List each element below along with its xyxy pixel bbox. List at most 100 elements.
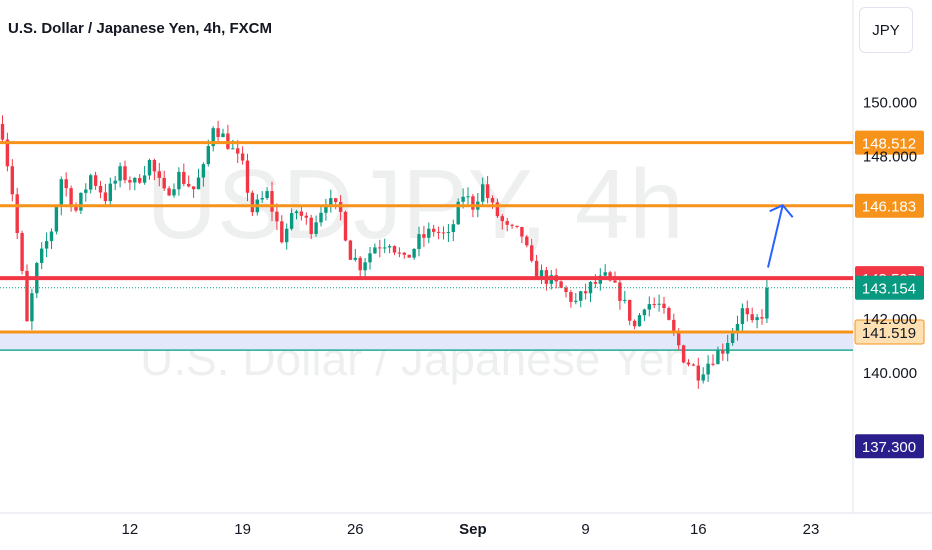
candle-body [363, 262, 367, 271]
price-tag-label: 137.300 [862, 439, 916, 456]
candle-body [245, 160, 250, 193]
candle-body [662, 303, 666, 309]
candle-body [172, 189, 176, 196]
candle-body [505, 221, 509, 225]
candle-body [152, 159, 157, 172]
candle-body [657, 303, 661, 305]
candle-body [25, 270, 29, 322]
candle-body [226, 133, 230, 149]
candle-body [534, 260, 539, 277]
candle-body [735, 323, 740, 333]
candle-body [417, 234, 421, 249]
currency-button[interactable]: JPY [859, 7, 913, 53]
candle-body [456, 201, 460, 225]
candle-body [93, 175, 98, 186]
candle-body [49, 231, 54, 242]
watermark-symbol: USDJPY, 4h [146, 149, 683, 259]
candle-body [530, 245, 534, 261]
candle-body [451, 224, 455, 233]
candle-body [593, 281, 598, 284]
candle-body [54, 206, 59, 232]
candle-body [79, 192, 83, 211]
candle-body [329, 198, 333, 207]
candle-body [236, 148, 240, 154]
candle-body [123, 166, 127, 181]
candle-body [84, 189, 88, 193]
x-tick-label: 16 [690, 521, 707, 538]
candle-body [309, 217, 313, 234]
candle-body [397, 252, 402, 254]
candle-body [167, 188, 171, 196]
price-tag-label: 143.154 [862, 281, 916, 298]
candle-body [59, 179, 63, 207]
candle-body [647, 304, 651, 310]
candle-body [30, 293, 34, 322]
candle-body [373, 247, 377, 254]
candle-body [525, 236, 529, 246]
candle-body [358, 257, 362, 271]
price-tag [855, 434, 924, 459]
x-tick-label: 9 [581, 521, 589, 538]
candle-body [574, 300, 578, 302]
candle-body [294, 211, 299, 214]
candle-body [138, 177, 142, 183]
candle-body [201, 164, 206, 178]
candle-body [632, 320, 637, 327]
candle-body [510, 224, 514, 226]
candle-body [348, 240, 353, 260]
candle-body [343, 211, 348, 241]
price-tag-label: 146.183 [862, 199, 916, 216]
chart-title: U.S. Dollar / Japanese Yen, 4h, FXCM [8, 20, 272, 37]
candle-body [270, 191, 274, 212]
candle-body [392, 246, 397, 253]
x-tick-label: 23 [803, 521, 820, 538]
price-tag [855, 275, 924, 300]
candle-body [44, 241, 49, 249]
candle-body [378, 247, 382, 249]
support-zone [0, 331, 853, 351]
candle-body [98, 185, 103, 193]
y-tick-label: 142.000 [863, 311, 917, 328]
candle-body [407, 254, 411, 258]
candle-body [108, 183, 112, 202]
projection-arrow [767, 205, 784, 268]
candle-body [539, 270, 544, 277]
candle-body [15, 194, 19, 234]
candle-body [211, 128, 215, 147]
candle-body [334, 198, 338, 203]
candle-body [206, 146, 210, 165]
candle-body [40, 248, 44, 263]
price-tag [855, 130, 924, 155]
candle-body [490, 197, 495, 203]
candle-body [716, 350, 720, 365]
candle-body [275, 211, 279, 222]
candle-body [314, 222, 318, 234]
candle-body [191, 186, 196, 190]
candle-body [250, 192, 255, 213]
y-tick-label: 148.000 [863, 149, 917, 166]
candle-body [5, 139, 10, 167]
candle-body [765, 287, 769, 319]
candle-body [427, 228, 431, 238]
candle-body [696, 365, 700, 381]
candle-body [128, 180, 132, 183]
candle-body [628, 299, 632, 321]
candle-body [446, 232, 451, 234]
candle-body [285, 228, 289, 243]
price-tag [855, 193, 924, 218]
candle-body [133, 177, 137, 183]
x-tick-label: 12 [122, 521, 139, 538]
candle-body [10, 166, 14, 195]
candle-body [383, 247, 387, 249]
candle-body [726, 342, 730, 354]
candle-body [412, 248, 416, 258]
candle-body [672, 319, 676, 332]
candle-body [466, 196, 470, 198]
candle-body [231, 148, 235, 150]
candle-body [387, 246, 392, 248]
candle-body [745, 308, 749, 315]
candle-body [471, 196, 475, 210]
candle-body [667, 308, 671, 320]
candle-body [368, 253, 372, 263]
